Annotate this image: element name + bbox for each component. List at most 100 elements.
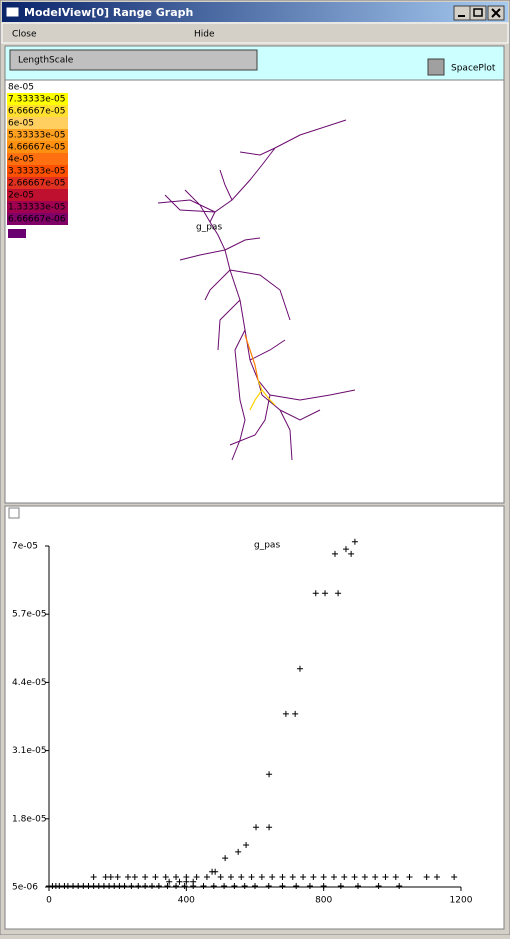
- app-icon: [5, 6, 20, 18]
- minimize-button[interactable]: [453, 5, 471, 21]
- length-scale-button[interactable]: [9, 49, 258, 71]
- scale-label: 4e-05: [8, 155, 34, 165]
- point: [433, 874, 440, 881]
- scale-label: 3.33333e-05: [8, 167, 65, 177]
- x-tick-label: 0: [46, 896, 52, 906]
- point: [330, 874, 337, 881]
- x-tick-label: 800: [315, 896, 332, 906]
- point: [300, 874, 307, 881]
- point: [451, 874, 458, 881]
- scale-swatch: [7, 153, 68, 165]
- graph-panel: [4, 505, 505, 930]
- window-title: ModelView[0] Range Graph: [24, 6, 193, 19]
- menu-item[interactable]: Hide: [194, 30, 215, 40]
- point: [128, 882, 135, 889]
- point: [292, 710, 299, 717]
- neuron-morphology: [157, 119, 356, 461]
- chart-title: g_pas: [254, 541, 280, 551]
- point: [335, 590, 342, 597]
- scale-label: 2e-05: [8, 191, 34, 201]
- point: [166, 878, 173, 885]
- point: [152, 874, 159, 881]
- point: [269, 874, 276, 881]
- point: [124, 874, 131, 881]
- maximize-button[interactable]: [469, 5, 487, 21]
- point: [289, 874, 296, 881]
- title-bar: [2, 2, 508, 22]
- point: [312, 590, 319, 597]
- scale-swatch: [7, 117, 68, 129]
- shape-plot: [4, 79, 505, 504]
- point: [181, 882, 188, 889]
- point: [102, 874, 109, 881]
- point: [310, 874, 317, 881]
- scale-swatch: [7, 141, 68, 153]
- point: [217, 874, 224, 881]
- point: [396, 882, 403, 889]
- point: [190, 878, 197, 885]
- point: [203, 874, 210, 881]
- point: [95, 882, 102, 889]
- scale-swatch: [7, 105, 68, 117]
- point: [121, 882, 128, 889]
- point: [106, 882, 113, 889]
- point: [193, 874, 200, 881]
- y-tick-label: 5.7e-05: [12, 610, 47, 620]
- scale-label: 6.66667e-06: [8, 215, 66, 225]
- point: [248, 874, 255, 881]
- point: [90, 874, 97, 881]
- space-plot-checkbox[interactable]: [427, 58, 445, 76]
- point: [238, 874, 245, 881]
- point: [164, 882, 171, 889]
- scale-swatch: [7, 129, 68, 141]
- point: [243, 842, 250, 849]
- button-label: LengthScale: [18, 56, 74, 66]
- point: [406, 874, 413, 881]
- point: [75, 882, 82, 889]
- point: [361, 874, 368, 881]
- point: [235, 848, 242, 855]
- point: [320, 882, 327, 889]
- point: [279, 882, 286, 889]
- scale-swatch: [7, 213, 68, 225]
- y-tick-label: 5e-06: [12, 883, 38, 893]
- scale-label: 1.33333e-05: [8, 203, 65, 213]
- scale-label: 5.33333e-05: [8, 131, 65, 141]
- point: [227, 874, 234, 881]
- point: [306, 882, 313, 889]
- point: [142, 874, 149, 881]
- point: [100, 882, 107, 889]
- point: [64, 882, 71, 889]
- point: [337, 882, 344, 889]
- point: [322, 590, 329, 597]
- point: [70, 882, 77, 889]
- checkbox-label: SpacePlot: [451, 64, 496, 74]
- point: [342, 546, 349, 553]
- menu-item[interactable]: Close: [12, 30, 37, 40]
- graph-checkbox[interactable]: [8, 507, 20, 519]
- x-tick-label: 1200: [450, 896, 473, 906]
- scale-swatch: [7, 165, 68, 177]
- point: [116, 882, 123, 889]
- scale-swatch: [8, 229, 26, 238]
- window-buttons[interactable]: [453, 5, 505, 21]
- point: [266, 771, 273, 778]
- point: [149, 882, 155, 889]
- scatter-chart: g_pas 5e-06 1.8e-05 3.1e-05 4.4e-05 5.7e-05 7e…: [12, 538, 473, 906]
- scale-swatch: [7, 81, 68, 93]
- point: [80, 882, 87, 889]
- color-scale: 8e-05 7.33333e-05 6.66667e-05 6e-05 5.33333e…: [7, 81, 68, 225]
- point: [293, 882, 300, 889]
- point: [90, 882, 97, 889]
- point: [423, 874, 430, 881]
- point: [372, 874, 379, 881]
- point: [331, 550, 338, 557]
- y-tick-label: 3.1e-05: [12, 746, 47, 756]
- point: [173, 882, 180, 889]
- point: [162, 874, 169, 881]
- icon: [473, 8, 483, 17]
- point: [351, 538, 358, 545]
- point: [107, 874, 114, 881]
- point: [258, 874, 265, 881]
